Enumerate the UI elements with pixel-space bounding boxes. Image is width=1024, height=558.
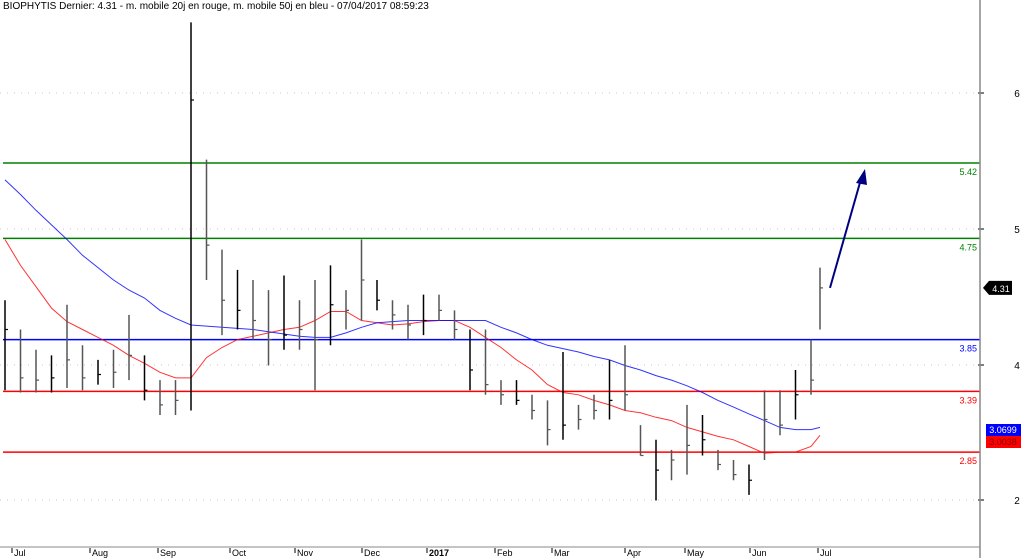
price-bar xyxy=(484,329,489,395)
price-bar xyxy=(686,404,690,475)
price-labels: 4.31 3.0699 3.0038 xyxy=(983,280,1021,448)
price-bar xyxy=(810,339,814,395)
level-label: 3.39 xyxy=(959,395,977,405)
gridlines xyxy=(0,92,980,501)
last-price-badge xyxy=(983,280,1012,295)
price-bar xyxy=(819,267,823,330)
y-tick-label: 4 xyxy=(1014,361,1020,372)
price-bar xyxy=(190,22,194,411)
moving-average-line xyxy=(4,239,821,454)
moving-average-line xyxy=(4,179,821,431)
arrow-shaft xyxy=(829,178,862,289)
price-bar xyxy=(50,355,55,393)
price-bar xyxy=(252,280,256,340)
price-bar xyxy=(298,300,303,350)
price-bars xyxy=(4,22,823,501)
price-bar xyxy=(593,394,597,420)
price-bar xyxy=(794,370,799,420)
price-bar xyxy=(143,355,148,401)
price-bar xyxy=(314,280,318,391)
ma20-value: 3.0038 xyxy=(989,437,1017,447)
price-bar xyxy=(128,314,132,381)
price-bar xyxy=(624,345,628,411)
price-bar xyxy=(639,425,644,457)
price-bar xyxy=(360,239,365,321)
price-bar xyxy=(35,349,39,393)
x-tick-label: Jun xyxy=(752,548,767,558)
price-bar xyxy=(562,352,566,440)
price-bar xyxy=(732,460,737,481)
price-bar xyxy=(329,265,334,346)
trend-arrow xyxy=(829,169,867,289)
y-tick-label: 5 xyxy=(1014,225,1020,236)
level-label: 4.75 xyxy=(959,242,977,252)
price-bar xyxy=(345,290,349,330)
price-bar xyxy=(469,329,473,391)
x-tick-label: Jul xyxy=(14,548,26,558)
x-tick-label: Aug xyxy=(92,548,108,558)
level-label: 5.42 xyxy=(959,167,977,177)
price-bar xyxy=(515,380,520,405)
x-tick-label: Feb xyxy=(497,548,513,558)
support-resistance-levels: 5.42 4.75 3.85 3.39 2.85 xyxy=(3,162,980,466)
price-bar xyxy=(81,345,86,391)
price-bar xyxy=(221,249,225,336)
price-bar xyxy=(608,359,613,420)
price-bar xyxy=(112,349,117,388)
ma50-badge xyxy=(986,424,1021,436)
price-bar xyxy=(66,304,70,388)
price-bar xyxy=(236,269,241,330)
price-bar xyxy=(97,359,101,385)
price-bar xyxy=(422,294,427,336)
price-bar xyxy=(174,380,179,415)
x-tick-label: Dec xyxy=(364,548,381,558)
price-bar xyxy=(4,300,8,391)
y-tick-label: 2 xyxy=(1014,496,1020,507)
price-bar xyxy=(577,404,582,430)
price-bar xyxy=(283,275,287,350)
price-bar xyxy=(717,449,721,471)
arrow-head xyxy=(856,169,867,185)
y-tick-label: 6 xyxy=(1014,89,1020,100)
price-bar xyxy=(438,294,442,321)
x-tick-label: Apr xyxy=(627,548,641,558)
moving-averages xyxy=(4,179,821,454)
price-bar xyxy=(159,380,163,415)
x-tick-label: 2017 xyxy=(429,548,449,558)
price-bar xyxy=(205,159,210,280)
price-bar xyxy=(531,394,535,420)
x-tick-label: May xyxy=(687,548,705,558)
last-price-label: 4.31 xyxy=(992,284,1010,294)
ma50-value: 3.0699 xyxy=(989,425,1017,435)
price-bar xyxy=(267,290,272,366)
price-bar xyxy=(391,300,396,330)
price-bar xyxy=(748,464,752,495)
price-bar xyxy=(453,310,458,340)
x-tick-label: Mar xyxy=(554,548,570,558)
price-bar xyxy=(763,390,768,460)
price-bar xyxy=(376,280,380,311)
price-bar xyxy=(655,439,659,501)
x-tick-label: Oct xyxy=(232,548,247,558)
price-bar xyxy=(407,304,411,340)
ma20-badge xyxy=(986,436,1021,448)
x-tick-label: Sep xyxy=(160,548,176,558)
level-label: 3.85 xyxy=(959,344,977,354)
price-bar xyxy=(701,415,706,456)
price-bar xyxy=(670,449,675,481)
level-label: 2.85 xyxy=(959,456,977,466)
price-bar xyxy=(546,400,551,446)
chart-title: BIOPHYTIS Dernier: 4.31 - m. mobile 20j … xyxy=(3,1,429,12)
x-tick-label: Nov xyxy=(297,548,314,558)
price-bar xyxy=(779,390,783,436)
price-bar xyxy=(500,380,504,405)
x-tick-label: Jul xyxy=(820,548,832,558)
price-bar xyxy=(19,329,24,393)
